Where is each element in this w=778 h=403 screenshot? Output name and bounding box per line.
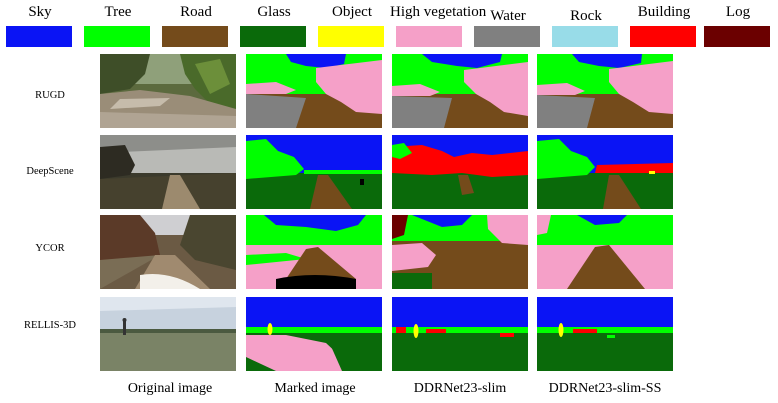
marked-image-rellis-3d (246, 297, 382, 371)
legend-label: Tree (104, 4, 132, 20)
original-image-ycor (100, 215, 236, 289)
legend-item-building: Building (624, 0, 704, 50)
column-label-marked-image: Marked image (274, 381, 356, 396)
original-image-deepscene (100, 135, 236, 209)
row-label-ycor: YCOR (35, 243, 65, 254)
legend-swatch-water (474, 26, 540, 47)
legend-item-road: Road (156, 0, 236, 50)
legend-item-water: Water (468, 0, 548, 50)
ddrnet23-slim-ss-rugd (537, 54, 673, 128)
column-label-original-image: Original image (127, 381, 213, 396)
legend-swatch-rock (552, 26, 618, 47)
ddrnet23-slim-rugd (392, 54, 528, 128)
original-image-rugd (100, 54, 236, 128)
legend-swatch-road (162, 26, 228, 47)
legend-item-rock: Rock (546, 0, 626, 50)
legend-label: High vegetation (390, 4, 487, 20)
ddrnet23-slim-ycor (392, 215, 528, 289)
row-label-rellis-3d: RELLIS-3D (24, 320, 76, 331)
legend-swatch-object (318, 26, 384, 47)
column-label-ddrnet23-slim: DDRNet23-slim (413, 381, 507, 396)
original-image-rellis-3d (100, 297, 236, 371)
marked-image-rugd (246, 54, 382, 128)
ddrnet23-slim-deepscene (392, 135, 528, 209)
legend-label: Object (332, 4, 372, 20)
legend-item-log: Log (698, 0, 778, 50)
legend-swatch-high-vegetation (396, 26, 462, 47)
legend-label: Road (180, 4, 212, 20)
marked-image-ycor (246, 215, 382, 289)
legend-item-tree: Tree (78, 0, 158, 50)
row-label-rugd: RUGD (35, 90, 65, 101)
legend-label: Building (637, 4, 691, 20)
legend-swatch-glass (240, 26, 306, 47)
ddrnet23-slim-rellis-3d (392, 297, 528, 371)
row-label-deepscene: DeepScene (26, 166, 74, 177)
legend-label: Log (725, 4, 751, 20)
legend-item-glass: Glass (234, 0, 314, 50)
legend-swatch-log (704, 26, 770, 47)
legend-label: Water (490, 8, 526, 24)
legend-label: Glass (257, 4, 291, 20)
ddrnet23-slim-ss-ycor (537, 215, 673, 289)
legend-item-high-vegetation: High vegetation (390, 0, 487, 50)
legend-label: Rock (570, 8, 602, 24)
legend-item-sky: Sky (0, 0, 80, 50)
legend-swatch-building (630, 26, 696, 47)
legend-item-object: Object (312, 0, 392, 50)
legend-swatch-sky (6, 26, 72, 47)
legend-swatch-tree (84, 26, 150, 47)
marked-image-deepscene (246, 135, 382, 209)
legend-label: Sky (28, 4, 52, 20)
ddrnet23-slim-ss-rellis-3d (537, 297, 673, 371)
ddrnet23-slim-ss-deepscene (537, 135, 673, 209)
column-label-ddrnet23-slim-ss: DDRNet23-slim-SS (548, 381, 662, 396)
